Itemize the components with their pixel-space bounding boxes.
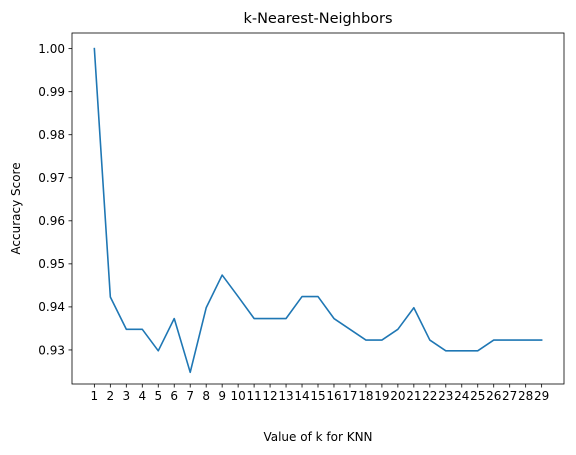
y-tick-label: 0.98 [38, 128, 65, 142]
x-tick-label: 23 [438, 389, 453, 403]
chart-title: k-Nearest-Neighbors [243, 11, 392, 27]
x-tick-label: 29 [534, 389, 549, 403]
x-tick-label: 27 [502, 389, 517, 403]
x-tick-label: 16 [326, 389, 341, 403]
x-axis-label: Value of k for KNN [263, 430, 372, 444]
x-tick-label: 25 [470, 389, 485, 403]
series-layer [93, 47, 543, 374]
x-tick-label: 14 [294, 389, 309, 403]
x-tick-label: 1 [91, 389, 99, 403]
x-tick-label: 10 [230, 389, 245, 403]
x-tick-label: 21 [406, 389, 421, 403]
y-tick-label: 0.94 [38, 300, 65, 314]
x-tick-label: 9 [218, 389, 226, 403]
x-tick-label: 5 [154, 389, 162, 403]
x-tick-label: 24 [454, 389, 469, 403]
x-tick-label: 26 [486, 389, 501, 403]
y-tick-label: 0.97 [38, 171, 65, 185]
x-tick-label: 20 [390, 389, 405, 403]
x-tick-label: 11 [246, 389, 261, 403]
y-tick-label: 0.96 [38, 214, 65, 228]
x-tick-label: 17 [342, 389, 357, 403]
x-tick-label: 7 [186, 389, 194, 403]
x-tick-label: 8 [202, 389, 210, 403]
x-axis: 1 2 3 4 5 6 7 8 9 10 11 12 13 14 15 16 17 18 19 20 21 22 23 24 2… [91, 384, 549, 403]
x-tick-label: 15 [310, 389, 325, 403]
y-tick-label: 1.00 [38, 42, 65, 56]
x-tick-label: 22 [422, 389, 437, 403]
x-tick-label: 3 [122, 389, 130, 403]
x-tick-label: 18 [358, 389, 373, 403]
series-line-0 [93, 47, 543, 374]
x-tick-label: 6 [170, 389, 178, 403]
y-axis: 0.93 0.94 0.95 0.96 0.97 0.98 0.99 1.00 [38, 42, 72, 357]
x-tick-label: 4 [138, 389, 146, 403]
x-tick-label: 13 [278, 389, 293, 403]
y-tick-label: 0.95 [38, 257, 65, 271]
y-axis-label: Accuracy Score [9, 162, 23, 254]
x-tick-label: 12 [262, 389, 277, 403]
y-tick-label: 0.99 [38, 85, 65, 99]
x-tick-label: 2 [107, 389, 115, 403]
y-tick-label: 0.93 [38, 343, 65, 357]
x-tick-label: 28 [518, 389, 533, 403]
x-tick-label: 19 [374, 389, 389, 403]
